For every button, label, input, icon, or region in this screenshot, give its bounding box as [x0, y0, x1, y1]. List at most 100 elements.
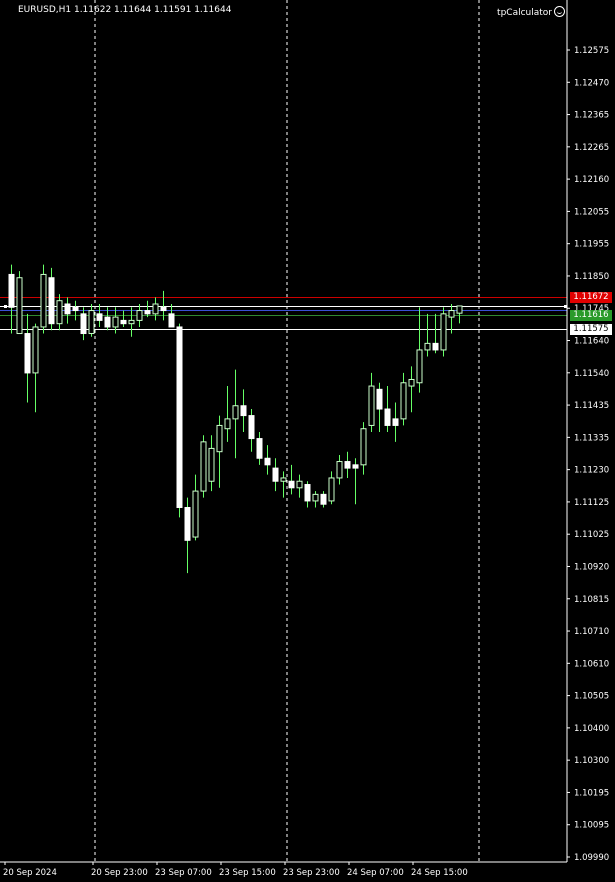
y-tick-label: 1.11640 — [574, 337, 609, 347]
candle-body — [48, 277, 55, 325]
candle-body — [304, 484, 311, 502]
y-tick-label: 1.12265 — [574, 143, 609, 153]
candle-body — [424, 342, 431, 351]
candle-body — [32, 326, 39, 374]
x-tick-label: 20 Sep 23:00 — [91, 868, 148, 878]
candle — [120, 310, 127, 327]
candle-body — [112, 316, 119, 328]
candle — [272, 458, 279, 492]
smiley-icon — [554, 6, 565, 17]
candle-body — [144, 310, 151, 315]
y-tick-label: 1.10710 — [574, 627, 609, 637]
candle-body — [40, 273, 47, 328]
price-tag-lower: 1.11575 — [570, 324, 612, 335]
candle-body — [240, 405, 247, 417]
candles — [8, 264, 463, 574]
line-handle-right — [564, 305, 567, 308]
candle — [80, 307, 87, 341]
candle-body — [168, 313, 175, 328]
y-tick-label: 1.10610 — [574, 659, 609, 669]
candle — [256, 432, 263, 465]
y-tick-label: 1.11850 — [574, 272, 609, 282]
candle-body — [176, 326, 183, 508]
y-tick-label: 1.11230 — [574, 466, 609, 476]
candle — [152, 297, 159, 321]
y-tick-label: 1.11540 — [574, 369, 609, 379]
candle-body — [392, 418, 399, 426]
y-tick-label: 1.12470 — [574, 78, 609, 88]
candle — [264, 445, 271, 475]
period-separators — [94, 0, 480, 862]
candle-body — [432, 342, 439, 351]
candle — [128, 307, 135, 337]
candle-body — [56, 300, 63, 325]
candle — [96, 303, 103, 327]
candle — [376, 382, 383, 432]
candle — [32, 323, 39, 413]
candle-body — [352, 464, 359, 469]
candle — [168, 303, 175, 328]
y-tick-label: 1.11025 — [574, 530, 609, 540]
x-tick-label: 23 Sep 07:00 — [155, 868, 212, 878]
candle-body — [416, 349, 423, 384]
candle — [288, 464, 295, 495]
y-tick-label: 1.12575 — [574, 46, 609, 56]
candle — [368, 372, 375, 432]
candle-body — [184, 506, 191, 541]
candle-body — [248, 415, 255, 440]
candle — [424, 313, 431, 357]
candle-body — [400, 382, 407, 420]
y-tick-label: 1.10400 — [574, 724, 609, 734]
y-tick-label: 1.10195 — [574, 788, 609, 798]
candle-body — [264, 457, 271, 466]
candle-body — [448, 310, 455, 318]
candle — [232, 369, 239, 459]
candle — [184, 497, 191, 574]
candle — [440, 307, 447, 357]
candle-body — [96, 313, 103, 321]
symbol-info: EURUSD,H1 1.11622 1.11644 1.11591 1.1164… — [18, 5, 232, 15]
candle — [56, 294, 63, 331]
candle — [208, 435, 215, 492]
candle-body — [336, 461, 343, 479]
candle-body — [216, 424, 223, 453]
candle — [136, 303, 143, 327]
candle-body — [296, 480, 303, 489]
candle — [104, 307, 111, 331]
candle-body — [256, 438, 263, 459]
indicator-label[interactable]: tpCalculator — [497, 6, 565, 18]
candle — [448, 303, 455, 334]
candle — [48, 267, 55, 331]
candle — [64, 297, 71, 324]
candle-body — [200, 441, 207, 492]
candle — [200, 435, 207, 498]
candle-body — [208, 447, 215, 482]
candle — [88, 303, 95, 337]
candle — [296, 474, 303, 498]
candle-body — [456, 305, 463, 314]
candle — [320, 491, 327, 508]
y-tick-label: 1.11335 — [574, 433, 609, 443]
candle — [456, 305, 463, 324]
candle-body — [160, 306, 167, 312]
candle — [328, 471, 335, 505]
candle — [304, 481, 311, 508]
candle-body — [136, 310, 143, 321]
candle-body — [16, 277, 23, 335]
y-tick-label: 1.11745 — [574, 304, 609, 314]
candle-body — [232, 405, 239, 420]
candle — [72, 300, 79, 321]
candle-body — [128, 319, 135, 325]
y-tick-label: 1.09990 — [574, 853, 609, 863]
candle — [248, 409, 255, 452]
candle-body — [192, 490, 199, 538]
candle — [360, 422, 367, 475]
candle-body — [72, 306, 79, 312]
candle — [40, 264, 47, 334]
candle-body — [360, 428, 367, 466]
y-tick-label: 1.10920 — [574, 562, 609, 572]
time-axis: 20 Sep 2024 20 Sep 23:00 23 Sep 07:00 23 Se… — [3, 862, 468, 878]
y-tick-label: 1.11435 — [574, 401, 609, 411]
y-tick-label: 1.12365 — [574, 111, 609, 121]
